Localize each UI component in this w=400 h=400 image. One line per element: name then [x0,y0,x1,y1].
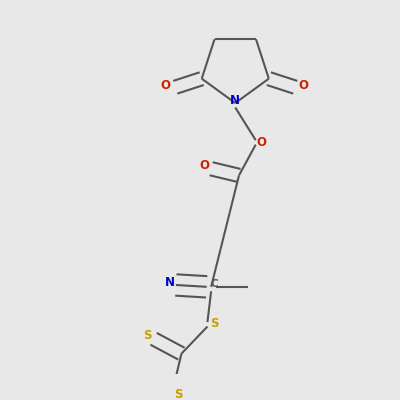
Text: N: N [230,94,240,107]
Text: O: O [298,79,308,92]
Text: C: C [210,279,218,289]
Text: S: S [210,317,218,330]
Text: S: S [174,388,183,400]
Text: O: O [160,79,170,92]
Text: S: S [143,329,151,342]
Text: N: N [165,276,175,289]
Text: O: O [257,136,267,149]
Text: O: O [200,158,210,172]
